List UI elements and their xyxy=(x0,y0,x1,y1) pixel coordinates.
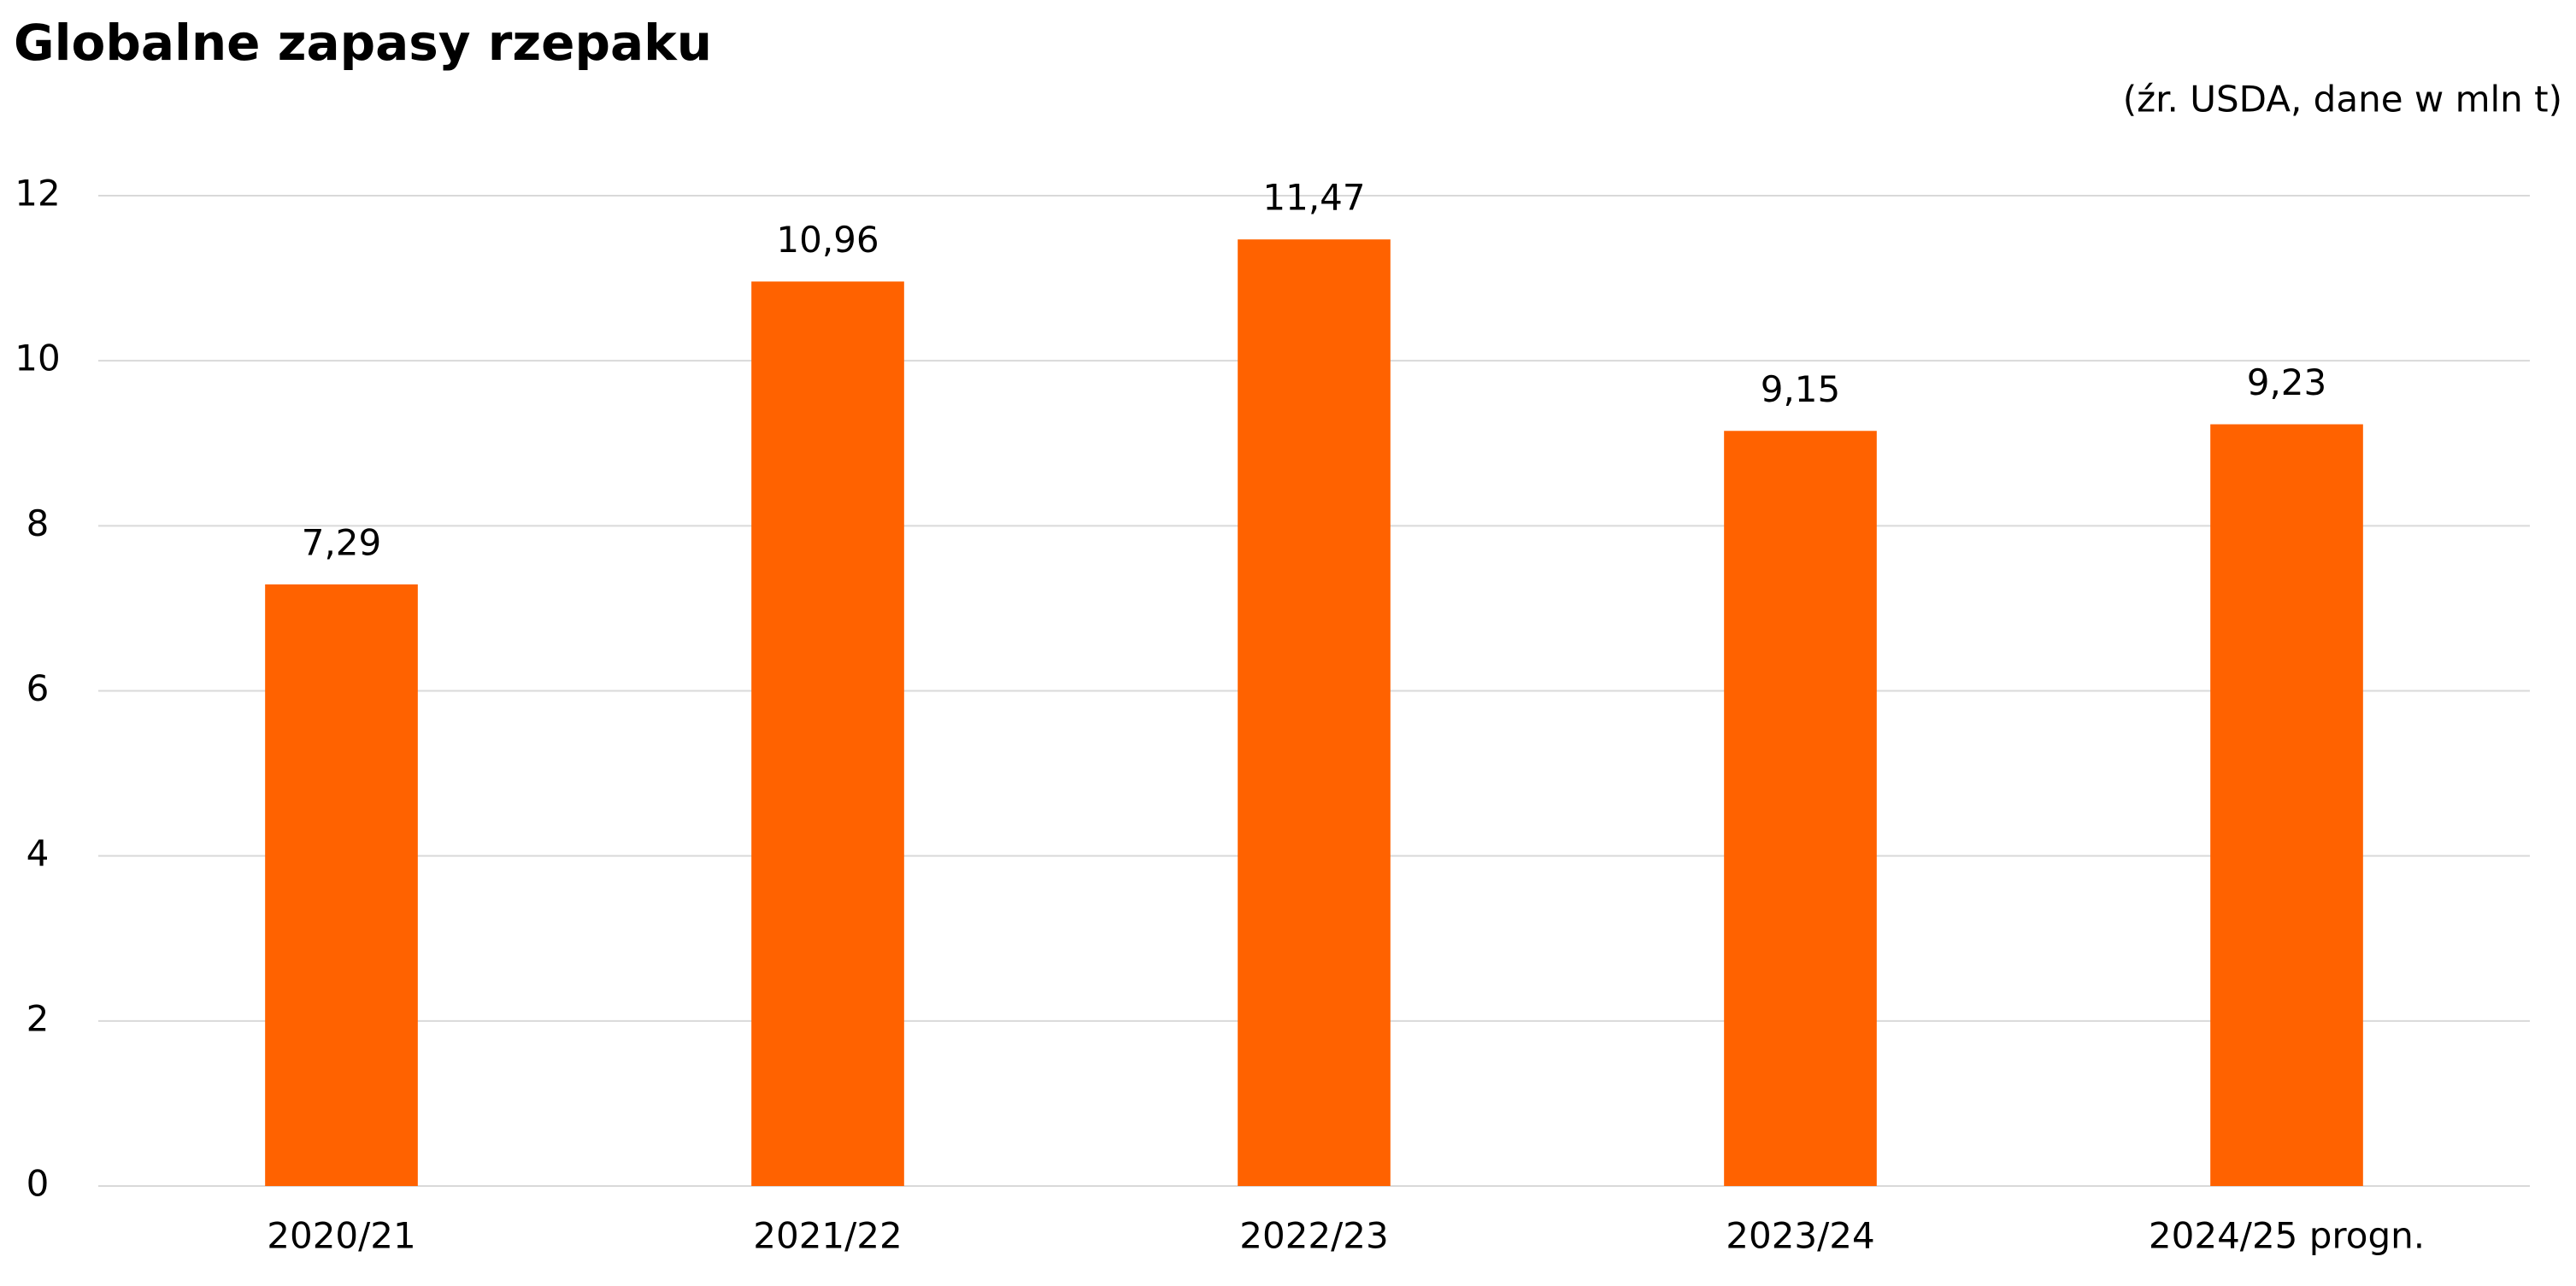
value-label: 10,96 xyxy=(776,219,879,261)
value-label: 9,23 xyxy=(2247,361,2327,403)
y-tick-label: 4 xyxy=(26,832,50,874)
x-tick-label: 2021/22 xyxy=(753,1215,902,1257)
x-tick-label: 2024/25 progn. xyxy=(2149,1215,2425,1257)
x-tick-label: 2023/24 xyxy=(1726,1215,1874,1257)
y-tick-label: 12 xyxy=(15,173,60,214)
value-label: 9,15 xyxy=(1761,368,1841,410)
chart-title: Globalne zapasy rzepaku xyxy=(14,14,712,72)
bar xyxy=(751,281,904,1186)
y-tick-label: 8 xyxy=(26,502,50,544)
y-tick-label: 0 xyxy=(26,1163,50,1205)
bar xyxy=(265,584,418,1186)
x-tick-label: 2022/23 xyxy=(1239,1215,1388,1257)
y-tick-label: 2 xyxy=(26,997,50,1039)
value-label: 11,47 xyxy=(1262,177,1365,219)
x-tick-label: 2020/21 xyxy=(267,1215,415,1257)
chart-subtitle: (źr. USDA, dane w mln t) xyxy=(2123,79,2562,120)
bar xyxy=(1238,239,1391,1186)
value-label: 7,29 xyxy=(302,521,382,563)
bar xyxy=(2210,424,2363,1186)
bar xyxy=(1724,431,1877,1186)
y-tick-label: 10 xyxy=(15,338,60,379)
y-tick-label: 6 xyxy=(26,667,50,709)
